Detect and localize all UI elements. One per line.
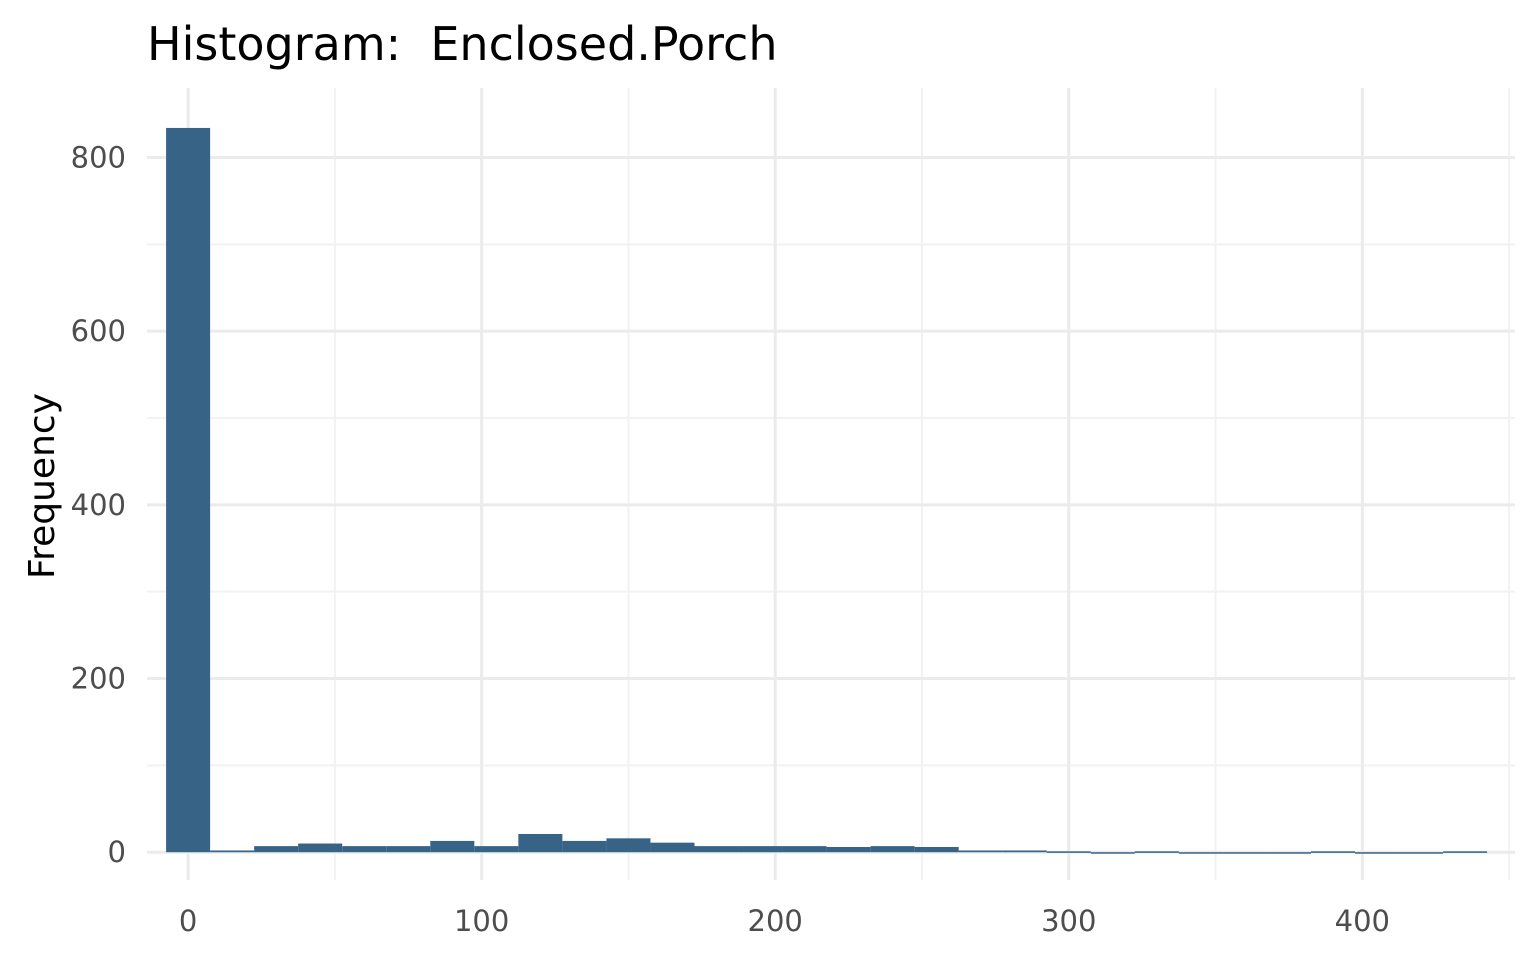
histogram-bar-26 [1310, 851, 1356, 853]
histogram-bar-29 [1443, 851, 1488, 853]
histogram-bar-2 [254, 846, 299, 853]
minor-gridlines [147, 88, 1515, 880]
histogram-bar-19 [1002, 850, 1047, 853]
histogram-bar-21 [1090, 852, 1135, 854]
x-tick-label: 300 [1041, 904, 1096, 938]
histogram-bar-4 [342, 846, 387, 853]
y-tick-label: 400 [71, 488, 126, 522]
histogram-bar-28 [1399, 852, 1444, 854]
histogram-bars [166, 127, 1488, 854]
histogram-bar-7 [474, 846, 519, 853]
x-tick-label: 400 [1335, 904, 1390, 938]
y-tick-label: 200 [71, 662, 126, 696]
histogram-bar-14 [782, 846, 827, 853]
histogram-bar-8 [518, 833, 563, 853]
histogram-bar-9 [562, 840, 607, 853]
y-tick-label: 0 [108, 835, 126, 869]
histogram-bar-0 [166, 127, 211, 853]
histogram-bar-20 [1046, 851, 1091, 853]
x-tick-label: 100 [454, 904, 509, 938]
histogram-bar-17 [914, 847, 959, 853]
y-tick-label: 600 [71, 314, 126, 348]
histogram-bar-10 [606, 838, 651, 853]
x-tick-label: 0 [179, 904, 197, 938]
histogram-bar-11 [650, 842, 695, 853]
histogram-bar-24 [1222, 852, 1267, 854]
y-axis-label: Frequency [22, 393, 63, 579]
histogram-bar-5 [386, 846, 431, 853]
histogram-bar-23 [1178, 852, 1223, 854]
histogram-bar-1 [210, 850, 255, 853]
histogram-bar-25 [1266, 852, 1311, 854]
x-axis-tick-labels: 0 100 200 300 400 [179, 904, 1390, 938]
histogram-bar-12 [694, 846, 739, 853]
x-tick-label: 200 [748, 904, 803, 938]
major-gridlines [147, 88, 1515, 880]
histogram-bar-18 [958, 850, 1003, 853]
histogram-bar-16 [870, 846, 915, 853]
histogram-bar-3 [298, 843, 343, 853]
y-tick-label: 800 [71, 140, 126, 174]
y-axis-tick-labels: 0 200 400 600 800 [71, 140, 126, 869]
histogram-bar-15 [826, 847, 871, 853]
histogram-bar-27 [1355, 852, 1400, 854]
histogram-bar-13 [738, 846, 783, 853]
histogram-bar-22 [1134, 851, 1179, 853]
chart-title: Histogram: Enclosed.Porch [147, 17, 777, 71]
histogram-bar-6 [430, 840, 475, 853]
